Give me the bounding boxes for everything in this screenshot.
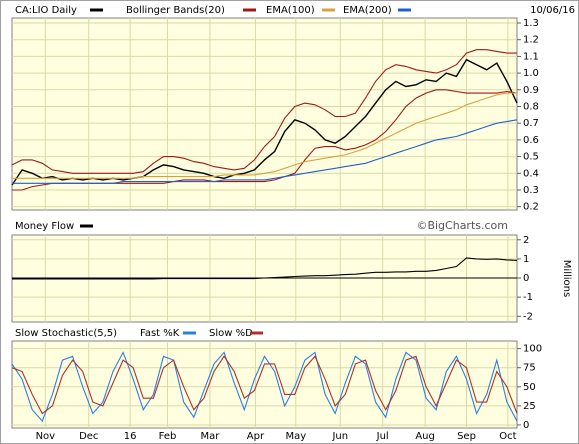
legend-label: Fast %K [140,328,180,339]
y-tick-label: 0.9 [523,85,539,96]
y-tick-label: 0.6 [523,135,539,146]
x-tick-label: 16 [124,431,137,442]
y-tick-label: 1 [523,254,529,265]
y-tick-label: 1.3 [523,18,539,29]
x-tick-label: Feb [159,431,177,442]
y-tick-label: 0.2 [523,202,539,213]
x-tick-label: Mar [201,431,221,442]
series-line [11,351,518,423]
x-tick-label: May [285,431,306,442]
y-tick-label: 100 [523,344,542,355]
series-line [12,119,518,184]
y-tick-label: 0.4 [523,168,539,179]
legend-label: EMA(100) [266,5,315,16]
y-tick-label: -1 [523,292,533,303]
y-tick-label: 0 [523,420,529,431]
legend-label: Bollinger Bands(20) [126,5,225,16]
series-line [11,355,518,415]
x-tick-label: Jun [331,431,348,442]
x-tick-label: Nov [36,431,56,442]
y-tick-label: 1.2 [523,35,539,46]
series-line [11,49,517,174]
x-tick-label: Dec [79,431,98,442]
legend-label: Slow %D [209,328,253,339]
x-tick-label: Apr [247,431,265,442]
x-tick-label: Jul [376,431,389,442]
legend-label: CA:LIO Daily [15,5,77,16]
legend-label: EMA(200) [343,5,392,16]
x-tick-label: Oct [499,431,516,442]
plot-area [11,340,518,429]
date: 10/06/16 [530,5,575,16]
series-line [12,257,518,280]
y-tick-label: 0.8 [523,101,539,112]
y-tick-label: 0.7 [523,118,539,129]
y-tick-label: 25 [523,401,536,412]
x-tick-label: Sep [457,431,476,442]
y-tick-label: 0 [523,273,529,284]
series-line [12,92,517,179]
x-tick-label: Aug [415,431,435,442]
y-tick-label: 75 [523,363,536,374]
panel-title: Slow Stochastic(5,5) [15,328,117,339]
legend-label: Money Flow [15,221,74,232]
y-tick-label: -2 [523,311,533,322]
y-tick-label: 1.0 [523,68,539,79]
y-tick-label: 1.1 [523,51,539,62]
y-tick-label: 2 [523,235,529,246]
y-tick-label: 50 [523,382,536,393]
y-tick-label: 0.3 [523,185,539,196]
y-axis-label: Millions [561,260,572,297]
watermark: ©BigCharts.com [416,219,508,232]
y-tick-label: 0.5 [523,152,539,163]
